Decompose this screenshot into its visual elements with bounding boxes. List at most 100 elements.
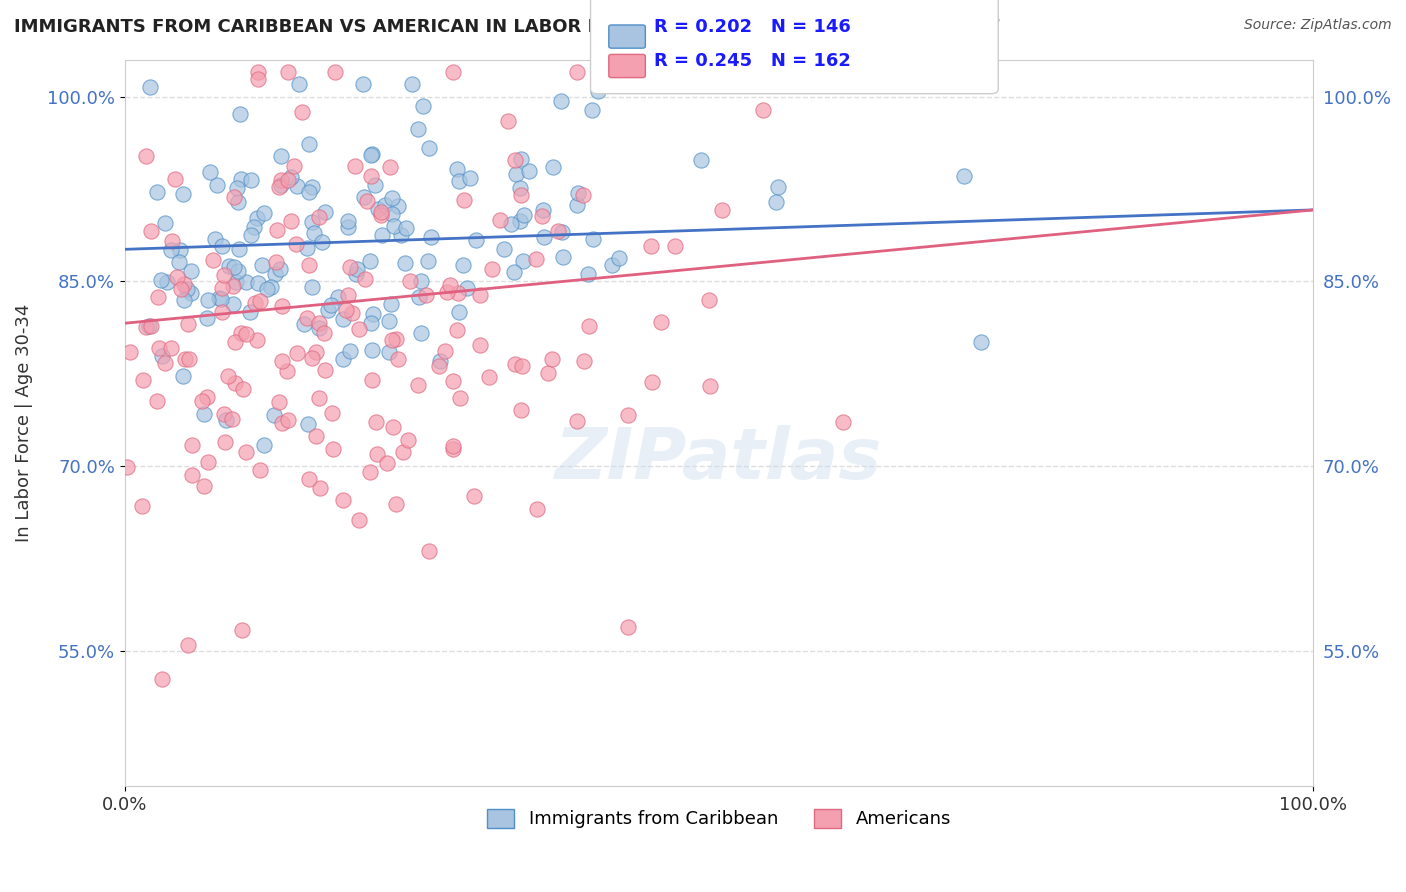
- Immigrants from Caribbean: [172, 368, 194, 383]
- Immigrants from Caribbean: [225, 275, 247, 289]
- Americans: [415, 288, 437, 302]
- Immigrants from Caribbean: [381, 207, 404, 221]
- Immigrants from Caribbean: [294, 317, 316, 331]
- Immigrants from Caribbean: [222, 297, 245, 311]
- Immigrants from Caribbean: [339, 343, 361, 358]
- Immigrants from Caribbean: [332, 311, 354, 326]
- Immigrants from Caribbean: [246, 277, 269, 291]
- Americans: [418, 544, 440, 558]
- Immigrants from Caribbean: [381, 191, 404, 205]
- Americans: [312, 326, 335, 341]
- Americans: [360, 373, 382, 387]
- Americans: [267, 180, 290, 194]
- Americans: [280, 214, 302, 228]
- Immigrants from Caribbean: [172, 187, 194, 202]
- Americans: [235, 326, 257, 341]
- Americans: [276, 364, 298, 378]
- Immigrants from Caribbean: [418, 253, 440, 268]
- Immigrants from Caribbean: [198, 165, 221, 179]
- Americans: [340, 306, 363, 320]
- Immigrants from Caribbean: [353, 189, 375, 203]
- Immigrants from Caribbean: [453, 258, 475, 272]
- Americans: [650, 314, 672, 328]
- Immigrants from Caribbean: [553, 250, 575, 264]
- Immigrants from Caribbean: [226, 263, 249, 277]
- Immigrants from Caribbean: [270, 148, 292, 162]
- Immigrants from Caribbean: [380, 296, 402, 310]
- Americans: [602, 65, 624, 79]
- Immigrants from Caribbean: [180, 264, 202, 278]
- Immigrants from Caribbean: [301, 180, 323, 194]
- Immigrants from Caribbean: [169, 255, 191, 269]
- Immigrants from Caribbean: [517, 164, 540, 178]
- Immigrants from Caribbean: [253, 206, 276, 220]
- Americans: [222, 279, 245, 293]
- Immigrants from Caribbean: [502, 265, 524, 279]
- Immigrants from Caribbean: [509, 214, 531, 228]
- Immigrants from Caribbean: [204, 231, 226, 245]
- Americans: [337, 288, 360, 302]
- Americans: [617, 409, 640, 423]
- Americans: [305, 429, 328, 443]
- Immigrants from Caribbean: [226, 195, 249, 210]
- Americans: [247, 65, 270, 79]
- Americans: [488, 213, 510, 227]
- Immigrants from Caribbean: [378, 345, 401, 359]
- Americans: [224, 376, 246, 390]
- Americans: [434, 344, 457, 359]
- Americans: [391, 445, 413, 459]
- Americans: [441, 439, 464, 453]
- Americans: [285, 236, 308, 251]
- Immigrants from Caribbean: [269, 262, 291, 277]
- Americans: [235, 445, 257, 459]
- Americans: [359, 465, 381, 479]
- Americans: [441, 65, 464, 79]
- Americans: [398, 274, 420, 288]
- Immigrants from Caribbean: [138, 318, 160, 333]
- Americans: [509, 402, 531, 417]
- Americans: [269, 395, 291, 409]
- Immigrants from Caribbean: [243, 219, 266, 234]
- Immigrants from Caribbean: [371, 227, 394, 242]
- Americans: [427, 359, 450, 373]
- Americans: [640, 238, 662, 252]
- Immigrants from Caribbean: [208, 291, 231, 305]
- Americans: [547, 224, 569, 238]
- Immigrants from Caribbean: [316, 303, 339, 318]
- Immigrants from Caribbean: [155, 217, 177, 231]
- Immigrants from Caribbean: [499, 218, 522, 232]
- Immigrants from Caribbean: [600, 258, 623, 272]
- Americans: [567, 65, 589, 79]
- Immigrants from Caribbean: [690, 153, 713, 167]
- Text: IMMIGRANTS FROM CARIBBEAN VS AMERICAN IN LABOR FORCE | AGE 30-34 CORRELATION CHA: IMMIGRANTS FROM CARIBBEAN VS AMERICAN IN…: [14, 18, 1000, 36]
- Americans: [283, 159, 305, 173]
- Immigrants from Caribbean: [298, 137, 321, 152]
- Americans: [177, 317, 200, 331]
- Immigrants from Caribbean: [513, 208, 536, 222]
- Immigrants from Caribbean: [193, 407, 215, 421]
- Americans: [159, 341, 181, 355]
- Americans: [565, 414, 588, 428]
- Americans: [173, 351, 195, 366]
- Americans: [503, 357, 526, 371]
- Immigrants from Caribbean: [346, 262, 368, 277]
- Immigrants from Caribbean: [285, 178, 308, 193]
- Americans: [249, 293, 271, 308]
- Legend: Immigrants from Caribbean, Americans: Immigrants from Caribbean, Americans: [479, 802, 957, 836]
- Americans: [139, 225, 162, 239]
- Immigrants from Caribbean: [394, 256, 416, 270]
- Immigrants from Caribbean: [460, 171, 482, 186]
- Americans: [496, 113, 519, 128]
- Immigrants from Caribbean: [344, 267, 367, 281]
- Americans: [148, 341, 170, 355]
- Immigrants from Caribbean: [429, 354, 451, 368]
- Immigrants from Caribbean: [155, 275, 177, 289]
- Immigrants from Caribbean: [250, 258, 273, 272]
- Americans: [245, 333, 267, 347]
- Americans: [231, 624, 253, 638]
- Immigrants from Caribbean: [195, 311, 218, 326]
- Immigrants from Caribbean: [531, 203, 554, 218]
- Immigrants from Caribbean: [173, 293, 195, 307]
- Americans: [510, 359, 533, 373]
- Americans: [191, 393, 214, 408]
